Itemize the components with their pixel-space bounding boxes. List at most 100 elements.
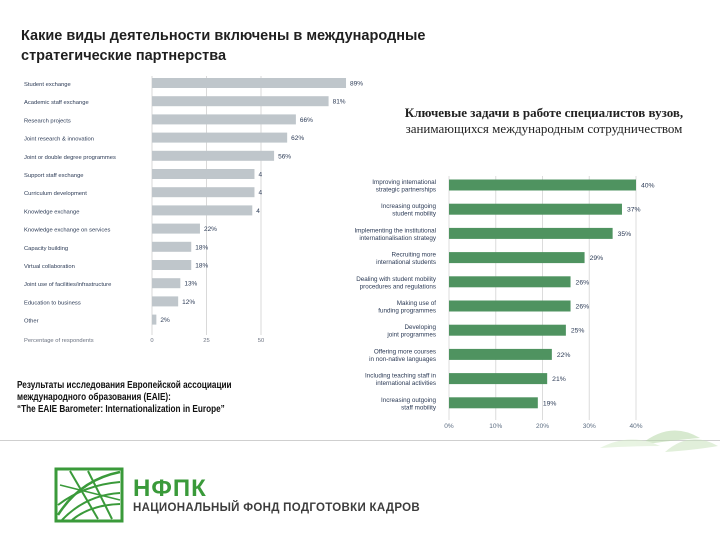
- source-line-2: “The EAIE Barometer: Internationalizatio…: [17, 404, 225, 415]
- right-bar: [449, 300, 571, 312]
- left-bar: [152, 223, 200, 234]
- right-category-label: student mobility: [392, 211, 437, 218]
- right-value-label: 22%: [557, 352, 571, 359]
- left-bar: [152, 114, 296, 125]
- left-category-label: Research projects: [24, 118, 71, 124]
- right-tick-label: 30%: [583, 423, 596, 430]
- right-category-label: in non-native languages: [369, 356, 436, 363]
- right-bar: [449, 227, 613, 239]
- right-category-label: strategic partnerships: [376, 187, 436, 194]
- nfpk-logo-icon: [54, 467, 124, 523]
- right-category-label: international students: [376, 259, 436, 266]
- right-bar: [449, 373, 548, 385]
- left-bar: [152, 150, 275, 161]
- right-value-label: 21%: [552, 376, 566, 383]
- right-category-label: Improving international: [372, 179, 436, 186]
- right-value-label: 26%: [576, 279, 590, 286]
- left-value-label: 56%: [278, 153, 291, 160]
- left-category-label: Joint research & innovation: [24, 137, 94, 143]
- left-bar: [152, 205, 253, 216]
- right-tick-label: 0%: [444, 423, 454, 430]
- left-value-label: 2%: [160, 317, 170, 324]
- left-bar: [152, 132, 288, 143]
- left-value-label: 81%: [333, 99, 346, 106]
- left-category-label: Education to business: [24, 300, 81, 306]
- right-category-label: funding programmes: [378, 308, 436, 315]
- right-category-label: Increasing outgoing: [381, 203, 436, 210]
- slide-title-line-1: Какие виды деятельности включены в между…: [21, 28, 426, 44]
- right-category-label: international activities: [376, 380, 436, 387]
- left-axis-title: Percentage of respondents: [24, 338, 94, 344]
- right-category-label: Implementing the institutional: [354, 227, 436, 234]
- right-tick-label: 40%: [629, 423, 642, 430]
- left-value-label: 18%: [195, 244, 208, 251]
- right-category-label: Recruiting more: [392, 252, 437, 259]
- left-tick-label: 0: [150, 338, 153, 344]
- left-category-label: Support staff exchange: [24, 173, 84, 179]
- left-category-label: Student exchange: [24, 82, 71, 88]
- left-value-label: 4: [258, 190, 262, 197]
- left-category-label: Virtual collaboration: [24, 264, 75, 270]
- right-value-label: 26%: [576, 304, 590, 311]
- callout-rest: занимающихся международным сотрудничеств…: [405, 121, 683, 136]
- left-bar: [152, 260, 192, 270]
- right-bar: [449, 324, 566, 336]
- left-value-label: 4: [256, 208, 260, 215]
- right-category-label: Developing: [404, 324, 436, 331]
- left-bar: [152, 296, 179, 307]
- left-value-label: 12%: [182, 299, 195, 306]
- left-category-label: Knowledge exchange on services: [24, 228, 110, 234]
- left-value-label: 66%: [300, 117, 313, 124]
- source-caption: Результаты исследования Европейской ассо…: [17, 380, 247, 416]
- right-category-label: Including teaching staff in: [365, 373, 436, 380]
- left-category-label: Capacity building: [24, 246, 68, 252]
- right-category-label: staff mobility: [401, 404, 437, 411]
- right-value-label: 25%: [571, 328, 585, 335]
- left-bar: [152, 241, 192, 252]
- left-category-label: Academic staff exchange: [24, 100, 89, 106]
- left-value-label: 62%: [291, 135, 304, 142]
- left-value-label: 18%: [195, 263, 208, 270]
- left-bar: [152, 169, 255, 179]
- callout-bold: Ключевые задачи в работе специалистов ву…: [404, 105, 684, 120]
- left-category-label: Knowledge exchange: [24, 209, 79, 215]
- right-value-label: 29%: [590, 255, 604, 262]
- right-bar: [449, 179, 636, 191]
- right-category-label: Increasing outgoing: [381, 397, 436, 404]
- right-category-label: joint programmes: [386, 332, 436, 339]
- slide-title: Какие виды деятельности включены в между…: [21, 26, 441, 66]
- right-tick-label: 20%: [536, 423, 549, 430]
- right-bar: [449, 397, 538, 409]
- left-value-label: 4: [258, 172, 262, 179]
- right-value-label: 37%: [627, 207, 641, 214]
- left-category-label: Other: [24, 319, 39, 325]
- right-category-label: internationalisation strategy: [359, 235, 437, 242]
- left-bar: [152, 78, 347, 88]
- left-value-label: 22%: [204, 226, 217, 233]
- right-value-label: 35%: [618, 231, 632, 238]
- right-tick-label: 10%: [489, 423, 502, 430]
- right-category-label: procedures and regulations: [360, 283, 436, 290]
- slide-title-line-2: стратегические партнерства: [21, 48, 227, 64]
- logo-abbreviation: НФПК: [133, 475, 207, 502]
- left-value-label: 13%: [184, 281, 197, 288]
- left-bar: [152, 278, 181, 289]
- right-bar: [449, 276, 571, 288]
- left-category-label: Joint use of facilities/infrastructure: [24, 282, 111, 288]
- left-tick-label: 50: [258, 338, 264, 344]
- left-value-label: 89%: [350, 81, 363, 88]
- right-value-label: 19%: [543, 400, 557, 407]
- callout-text: Ключевые задачи в работе специалистов ву…: [393, 105, 695, 137]
- left-bar: [152, 96, 329, 107]
- left-category-label: Joint or double degree programmes: [24, 155, 116, 161]
- left-bar: [152, 314, 157, 325]
- right-value-label: 40%: [641, 183, 655, 190]
- left-bar: [152, 187, 255, 198]
- source-line-1: Результаты исследования Европейской ассо…: [17, 380, 232, 403]
- leaf-decoration-icon: [600, 430, 718, 452]
- right-category-label: Making use of: [397, 300, 436, 307]
- left-tick-label: 25: [203, 338, 209, 344]
